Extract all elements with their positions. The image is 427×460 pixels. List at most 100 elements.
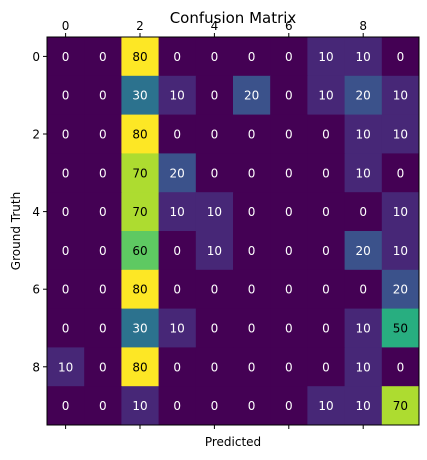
y-tick-label: 6 [32, 283, 40, 297]
cell-value-label: 70 [132, 205, 147, 219]
cell-value-label: 0 [99, 166, 107, 180]
cell-value-label: 0 [248, 399, 256, 413]
heatmap-cell [307, 192, 346, 232]
cell-value-label: 0 [99, 399, 107, 413]
heatmap-cell [307, 37, 346, 77]
heatmap-cell [195, 153, 234, 193]
cell-value-label: 70 [393, 399, 408, 413]
cell-value-label: 0 [173, 360, 181, 374]
y-tick-label: 4 [32, 205, 40, 219]
cell-value-label: 0 [248, 166, 256, 180]
cell-value-label: 0 [173, 50, 181, 64]
heatmap-cell [121, 75, 160, 116]
heatmap-cell [158, 308, 197, 348]
cell-value-label: 0 [211, 322, 219, 336]
heatmap-cell [47, 231, 85, 271]
heatmap-cell [158, 75, 197, 116]
heatmap-cell [121, 153, 160, 193]
x-tick-label: 2 [136, 19, 144, 33]
cell-value-label: 0 [99, 322, 107, 336]
heatmap-cell [233, 75, 271, 116]
cell-value-label: 0 [359, 205, 367, 219]
heatmap-cell [307, 75, 346, 116]
cell-value-label: 20 [170, 166, 185, 180]
heatmap-cell [307, 153, 346, 193]
heatmap-cell [381, 192, 420, 232]
cell-value-label: 0 [62, 205, 70, 219]
cell-value-label: 0 [285, 322, 293, 336]
heatmap-cell [195, 192, 234, 232]
cell-value-label: 0 [322, 283, 330, 297]
heatmap-cell [344, 153, 383, 193]
cell-value-label: 10 [318, 89, 333, 103]
cell-value-label: 0 [248, 360, 256, 374]
heatmap-cell [233, 269, 271, 310]
heatmap-cell [195, 269, 234, 310]
cell-value-label: 0 [248, 244, 256, 258]
x-axis-ticks: 0 2 4 6 8 [62, 19, 367, 429]
cell-value-label: 10 [393, 244, 408, 258]
heatmap-cell [270, 37, 308, 77]
heatmap-cell [121, 37, 160, 77]
cell-value-label: 0 [285, 50, 293, 64]
heatmap-cell [381, 37, 420, 77]
heatmap-cell [84, 308, 122, 348]
cell-value-label: 0 [285, 283, 293, 297]
cell-value-label: 0 [285, 205, 293, 219]
cell-value-label: 0 [211, 166, 219, 180]
cell-value-label: 10 [170, 205, 185, 219]
cell-value-label: 0 [173, 283, 181, 297]
heatmap-cell [47, 308, 85, 348]
chart-title: Confusion Matrix [170, 9, 297, 27]
heatmap-cell [121, 308, 160, 348]
heatmap-cell [233, 114, 271, 154]
heatmap-cell [47, 192, 85, 232]
cell-value-label: 80 [132, 128, 147, 142]
y-tick-label: 2 [32, 128, 40, 142]
cell-value-label: 0 [322, 205, 330, 219]
cell-value-label: 0 [62, 89, 70, 103]
heatmap-cell [195, 347, 234, 387]
heatmap-cell [233, 386, 271, 426]
x-tick-label: 6 [285, 19, 293, 33]
heatmap-cell [270, 114, 308, 154]
cell-value-label: 0 [99, 360, 107, 374]
plot-frame [46, 36, 420, 426]
heatmap-cell [84, 37, 122, 77]
cell-value-label: 10 [393, 128, 408, 142]
heatmap-cell [307, 386, 346, 426]
cell-value-label: 0 [248, 50, 256, 64]
cell-value-label: 10 [356, 399, 371, 413]
heatmap-cell [47, 75, 85, 116]
heatmap-cell [47, 269, 85, 310]
cell-value-label: 0 [397, 166, 405, 180]
heatmap-cell [381, 153, 420, 193]
heatmap-cell [344, 114, 383, 154]
x-tick-label: 0 [62, 19, 70, 33]
cell-value-label: 10 [393, 205, 408, 219]
heatmap-cell [270, 347, 308, 387]
cell-value-label: 0 [285, 128, 293, 142]
heatmap-cell [344, 37, 383, 77]
heatmap-cell [121, 192, 160, 232]
heatmap-cell [158, 192, 197, 232]
x-axis-label: Predicted [205, 435, 261, 449]
heatmap-cell [158, 386, 197, 426]
heatmap-cell [381, 269, 420, 310]
cell-value-label: 0 [99, 283, 107, 297]
heatmap-cell [47, 347, 85, 387]
heatmap-cell [158, 153, 197, 193]
heatmap-cell [381, 231, 420, 271]
heatmap-cell [381, 308, 420, 348]
heatmap-cell [195, 75, 234, 116]
cell-value-label: 0 [322, 360, 330, 374]
cell-value-label: 30 [132, 322, 147, 336]
cell-value-label: 20 [356, 89, 371, 103]
heatmap-cell [121, 347, 160, 387]
cell-value-label: 0 [248, 128, 256, 142]
cell-value-label: 10 [318, 399, 333, 413]
cell-value-label: 0 [99, 89, 107, 103]
cell-value-label: 0 [322, 128, 330, 142]
cell-value-label: 10 [170, 89, 185, 103]
